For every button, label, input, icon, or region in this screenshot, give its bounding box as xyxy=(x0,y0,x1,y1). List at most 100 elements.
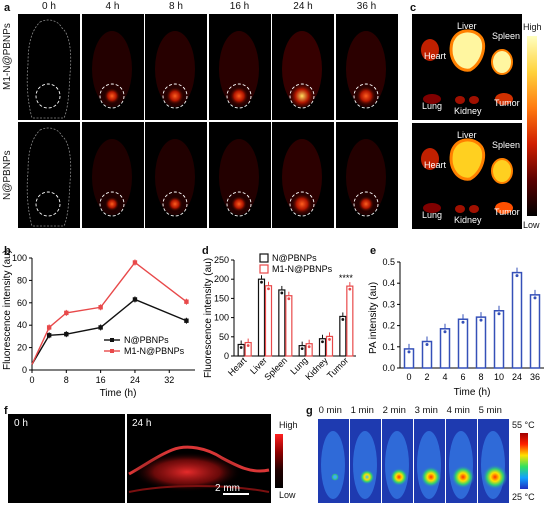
mouse-body-heat xyxy=(417,431,441,499)
mouse-image xyxy=(345,31,386,109)
series-line xyxy=(31,261,187,365)
data-point xyxy=(132,260,138,265)
tumor-signal xyxy=(167,196,183,212)
category-label: Heart xyxy=(226,355,249,378)
thermal-timepoint-label: 0 min xyxy=(318,405,342,416)
bar xyxy=(529,294,541,369)
y-tick-label: 100 xyxy=(214,313,229,323)
y-tick-label: 20 xyxy=(17,343,27,353)
y-tick-label: 250 xyxy=(214,255,229,265)
tumor-organ-signal xyxy=(495,202,513,214)
pa-image-0h-label: 0 h xyxy=(14,418,28,429)
organ-label: Kidney xyxy=(454,106,482,116)
organ-image: Heart Liver Spleen Lung Kidney Tumor xyxy=(412,123,522,229)
category-label: 0 xyxy=(406,372,411,382)
body-glow xyxy=(282,139,322,215)
data-point xyxy=(533,296,537,300)
bar xyxy=(237,343,245,357)
y-tick-label: 0.0 xyxy=(382,363,395,373)
legend-label: M1-N@PBNPs xyxy=(124,346,185,356)
data-point xyxy=(64,310,69,316)
spleen-signal xyxy=(491,49,513,75)
chart-d-ylabel: Fluorescence intensity (au) xyxy=(203,258,214,378)
x-tick-label: 16 xyxy=(96,375,106,385)
panel-g-label: g xyxy=(306,405,313,417)
data-point xyxy=(46,333,52,338)
thermal-heatmap xyxy=(449,431,475,499)
data-point xyxy=(260,280,263,284)
data-point xyxy=(300,347,304,351)
data-point xyxy=(341,318,345,321)
mouse-image xyxy=(282,31,322,110)
scale-low-label: Low xyxy=(523,220,540,230)
body-glow xyxy=(218,139,259,215)
data-point xyxy=(267,287,270,291)
bar xyxy=(257,278,266,357)
pa-scale-high: High xyxy=(279,420,298,430)
organ-label: Liver xyxy=(457,21,477,31)
data-point xyxy=(461,320,465,324)
fluorescence-image xyxy=(208,14,271,120)
tumor-heat-spot xyxy=(359,469,375,485)
organ-signals: Heart Liver Spleen Lung Kidney Tumor xyxy=(421,130,520,225)
chart-e-ylabel: PA intensity (au) xyxy=(368,282,379,354)
data-point xyxy=(497,312,501,316)
data-point xyxy=(98,325,103,330)
legend-marker xyxy=(110,349,114,353)
y-tick-label: 0.1 xyxy=(382,342,395,352)
tumor-signal xyxy=(165,86,185,106)
bar xyxy=(493,310,505,369)
temp-colorbar xyxy=(520,433,528,489)
tumor-signal xyxy=(291,193,313,215)
thermal-image xyxy=(414,419,445,503)
fluorescence-image xyxy=(335,14,398,120)
thermal-timepoint-label: 5 min xyxy=(478,405,502,416)
data-point xyxy=(321,340,324,344)
y-tick-label: 0 xyxy=(224,351,229,361)
thermal-heatmap xyxy=(417,431,442,499)
tumor-region-circle xyxy=(35,83,61,109)
scalebar-label: 2 mm xyxy=(215,483,240,494)
temp-high-label: 55 °C xyxy=(512,420,535,430)
legend-label: N@PBNPs xyxy=(272,253,317,263)
bar xyxy=(305,343,313,357)
bar xyxy=(439,328,451,369)
fluorescence-image xyxy=(145,122,207,228)
legend-swatch xyxy=(259,253,269,263)
thermal-heatmap xyxy=(321,431,345,499)
mouse-image xyxy=(345,139,386,217)
y-tick-label: 100 xyxy=(12,253,27,263)
tumor-heat-spot xyxy=(390,468,408,486)
thermal-timepoint-label: 3 min xyxy=(414,405,438,416)
organ-label: Lung xyxy=(422,101,442,111)
tumor-heat-spot xyxy=(331,473,339,481)
organ-signals: Heart Liver Spleen Lung Kidney Tumor xyxy=(421,21,520,116)
tumor-signal xyxy=(357,195,374,213)
data-point xyxy=(64,331,69,337)
fluorescence-image xyxy=(81,122,144,228)
panel-a-row-label-m1: M1-N@PBNPs xyxy=(2,23,13,90)
mouse-body-heat xyxy=(353,431,377,499)
bar xyxy=(475,316,487,369)
y-tick-label: 50 xyxy=(219,332,229,342)
body-glow xyxy=(91,139,132,215)
mouse-image xyxy=(91,139,132,217)
thermal-image xyxy=(446,419,477,503)
temp-low-label: 25 °C xyxy=(512,492,535,502)
scale-high-label: High xyxy=(523,22,542,32)
organ-label: Spleen xyxy=(492,140,520,150)
x-tick-label: 8 xyxy=(64,375,69,385)
bar xyxy=(457,318,469,369)
mouse-image xyxy=(91,31,132,109)
category-label: 8 xyxy=(478,372,483,382)
tumor-heat-spot xyxy=(420,466,442,488)
timepoint-label: 0 h xyxy=(42,1,56,12)
liver-signal xyxy=(449,29,486,72)
chart-b-xlabel: Time (h) xyxy=(100,388,137,398)
data-point xyxy=(328,338,331,341)
body-glow xyxy=(91,31,132,107)
y-tick-label: 150 xyxy=(214,293,229,303)
kidney-signal xyxy=(455,96,465,104)
data-point xyxy=(246,344,250,347)
